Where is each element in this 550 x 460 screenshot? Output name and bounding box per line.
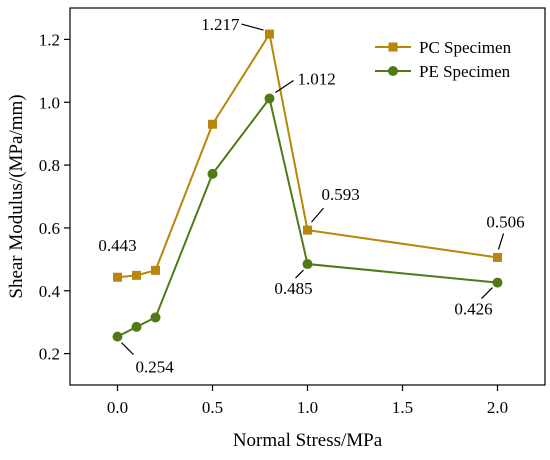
data-point — [150, 312, 161, 323]
data-label: 0.254 — [136, 358, 175, 377]
x-tick-label: 0.5 — [202, 398, 223, 417]
data-point — [113, 272, 122, 282]
annotation-layer: 0.443 1.217 0.593 0.506 0.254 1.012 0.485 0.426 — [98, 15, 524, 377]
data-label: 1.217 — [201, 15, 240, 34]
data-point — [207, 168, 218, 179]
annotation-leader — [311, 207, 324, 223]
data-point — [493, 252, 502, 262]
y-tick-label: 0.2 — [39, 345, 60, 364]
data-point — [264, 93, 275, 104]
data-point — [112, 331, 123, 342]
legend-marker — [388, 66, 398, 76]
annotation-leader — [497, 233, 505, 250]
annotation-leader — [241, 23, 264, 31]
x-axis-title: Normal Stress/MPa — [233, 430, 383, 451]
series-line — [117, 96, 498, 338]
data-point — [132, 270, 141, 280]
series-pe-specimen — [112, 93, 503, 342]
y-tick-label: 0.8 — [39, 156, 60, 175]
annotation-leader — [275, 79, 294, 93]
y-axis-title: Shear Modulus/(MPa/mm) — [6, 94, 27, 298]
x-tick-label: 1.0 — [297, 398, 318, 417]
data-label: 1.012 — [298, 69, 336, 88]
series-layer — [112, 29, 503, 342]
x-tick-label: 0.0 — [107, 398, 128, 417]
annotation-leader — [481, 287, 493, 300]
y-tick-label: 1.0 — [39, 93, 60, 112]
data-point — [303, 225, 312, 235]
data-label: 0.506 — [486, 212, 524, 231]
data-label: 0.485 — [274, 279, 312, 298]
data-point — [131, 321, 142, 332]
legend-marker — [388, 42, 398, 52]
data-label: 0.593 — [322, 185, 360, 204]
data-label: 0.443 — [98, 236, 136, 255]
data-point — [492, 277, 503, 288]
data-point — [302, 259, 313, 270]
data-point — [208, 119, 217, 129]
y-tick-label: 1.2 — [39, 30, 60, 49]
legend-label: PC Specimen — [419, 38, 512, 57]
annotation-leader — [121, 342, 134, 356]
x-tick-label: 1.5 — [392, 398, 413, 417]
series-pc-specimen — [113, 29, 502, 282]
legend: PC Specimen PE Specimen — [375, 38, 512, 81]
x-tick-label: 2.0 — [487, 398, 508, 417]
data-label: 0.426 — [454, 300, 492, 319]
annotation-leader — [295, 269, 304, 279]
data-point — [151, 265, 160, 275]
data-point — [265, 29, 274, 39]
legend-label: PE Specimen — [419, 62, 511, 81]
axis-ticks: 0.0 0.5 1.0 1.5 2.0 0.2 0.4 0.6 0.8 1.0 1.2 — [39, 30, 508, 417]
y-tick-label: 0.4 — [39, 282, 61, 301]
y-tick-label: 0.6 — [39, 219, 60, 238]
